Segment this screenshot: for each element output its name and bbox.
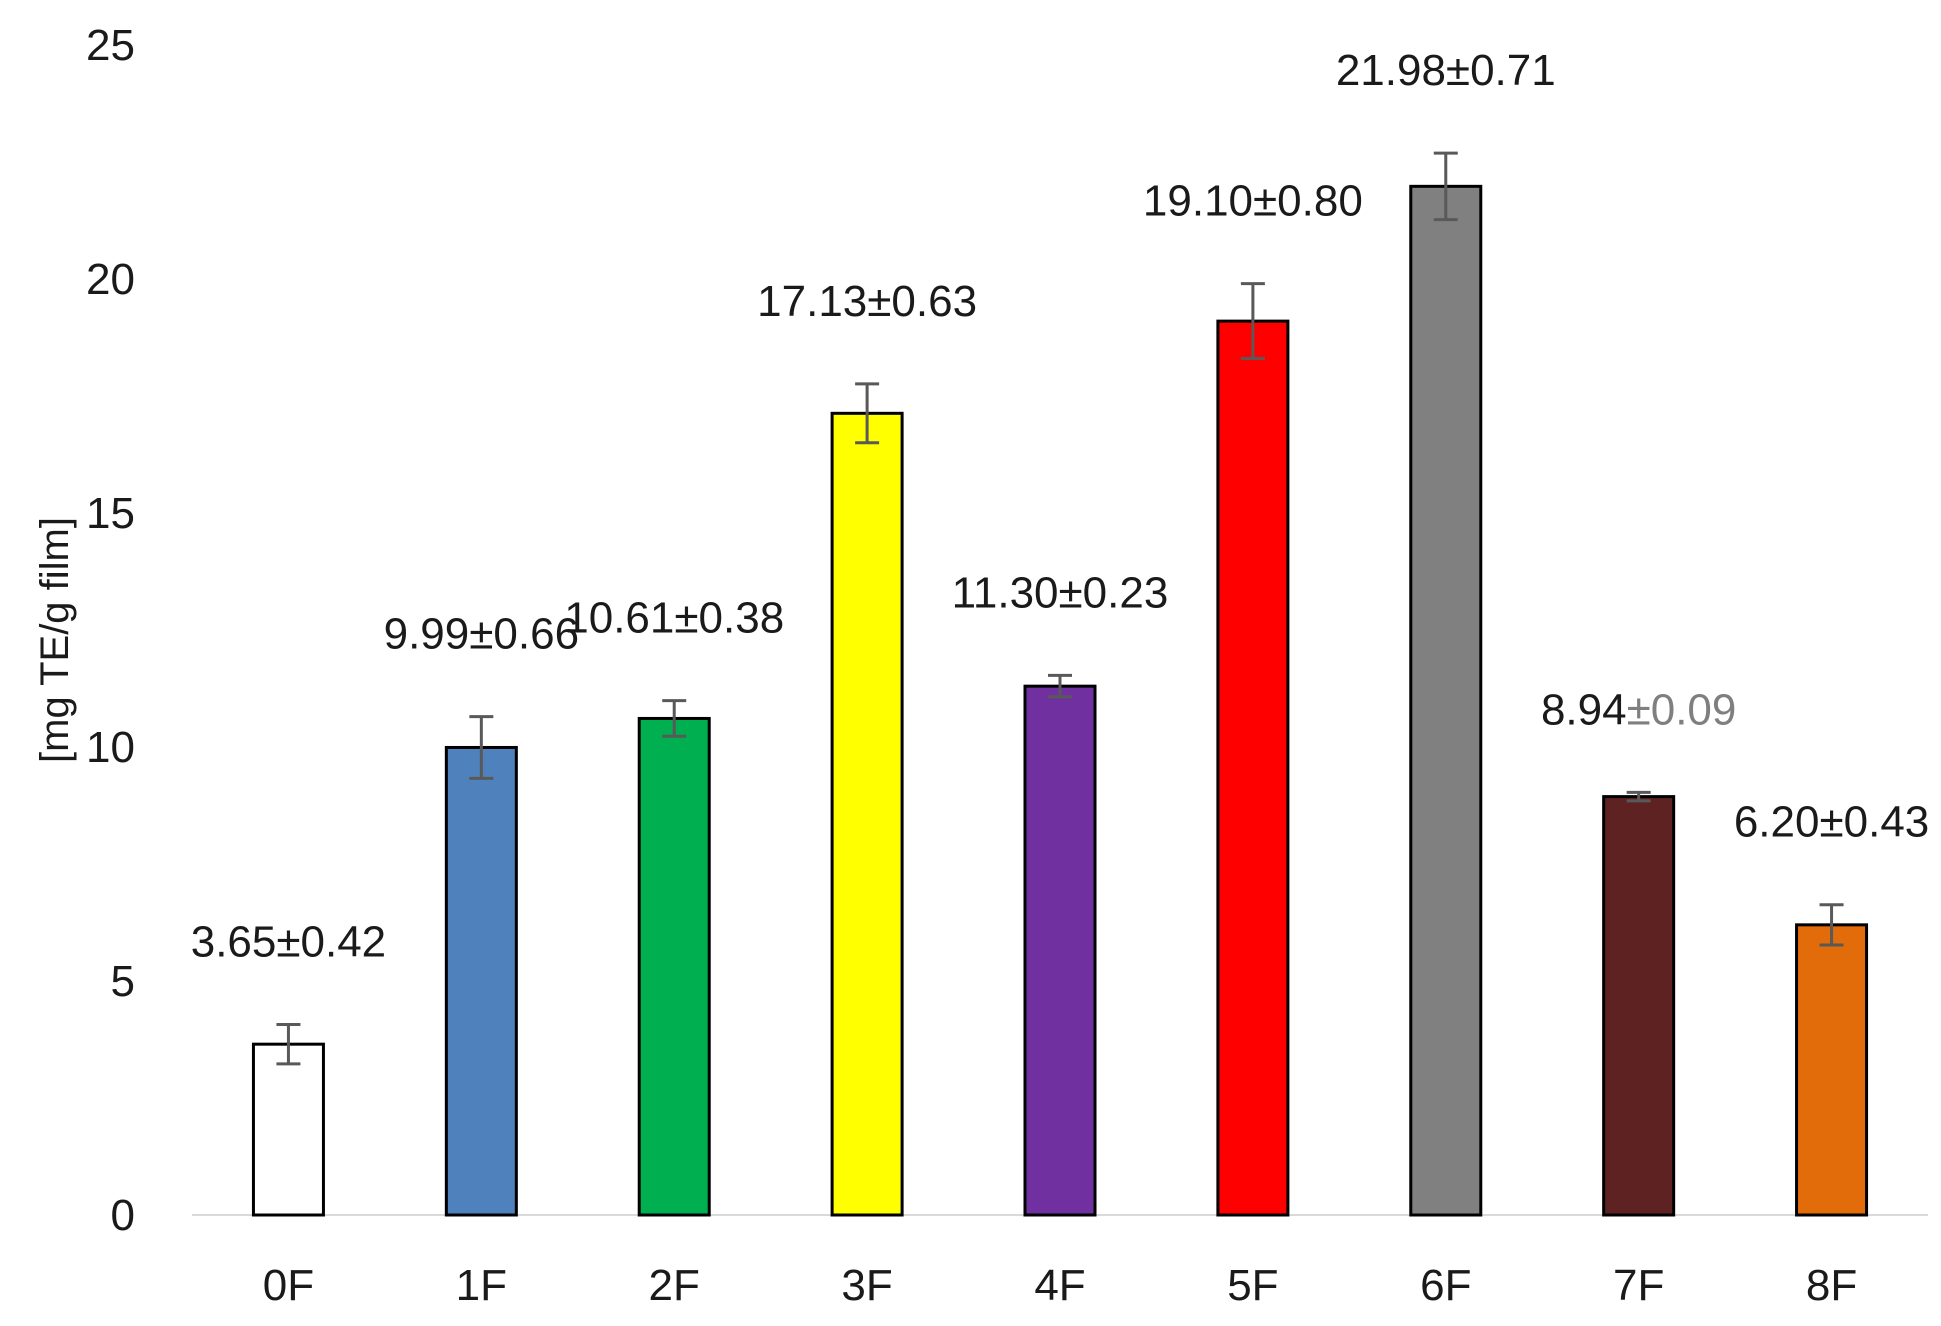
data-label-error: ±0.23 <box>1059 568 1169 617</box>
data-label-error: ±0.38 <box>674 594 784 643</box>
data-label-error: ±0.71 <box>1446 46 1556 95</box>
y-axis-label: [mg TE/g film] <box>33 517 77 763</box>
data-label-error: ±0.43 <box>1819 798 1929 847</box>
data-label: 21.98±0.71 <box>1336 46 1556 95</box>
bar <box>1409 184 1483 1217</box>
y-tick-label: 10 <box>86 723 135 772</box>
data-label: 9.99±0.66 <box>384 610 579 659</box>
data-label: 10.61±0.38 <box>564 594 784 643</box>
y-tick-label: 25 <box>86 21 135 70</box>
x-axis-categories: 0F 1F 2F 3F 4F 5F 6F 7F 8F <box>263 1261 1857 1310</box>
bar <box>1795 923 1869 1217</box>
data-label-error: ±0.80 <box>1253 177 1363 226</box>
data-label: 17.13±0.63 <box>757 277 977 326</box>
x-category-label: 3F <box>841 1261 892 1310</box>
data-label-value: 19.10 <box>1143 177 1253 226</box>
data-label: 11.30±0.23 <box>952 568 1169 617</box>
data-label: 3.65±0.42 <box>191 918 386 967</box>
y-tick-label: 20 <box>86 255 135 304</box>
bar <box>1216 319 1290 1217</box>
data-label-error: ±0.42 <box>276 918 386 967</box>
data-label-error: ±0.63 <box>867 277 977 326</box>
x-category-label: 0F <box>263 1261 314 1310</box>
x-category-label: 5F <box>1227 1261 1278 1310</box>
data-label: 8.94±0.09 <box>1541 685 1736 734</box>
x-category-label: 4F <box>1034 1261 1085 1310</box>
data-label-value: 8.94 <box>1541 685 1627 734</box>
x-category-label: 1F <box>456 1261 507 1310</box>
y-tick-label: 15 <box>86 489 135 538</box>
x-category-label: 6F <box>1420 1261 1471 1310</box>
y-tick-label: 0 <box>111 1191 135 1240</box>
data-label-value: 11.30 <box>952 568 1059 617</box>
data-label-value: 10.61 <box>564 594 674 643</box>
x-category-label: 7F <box>1613 1261 1664 1310</box>
bars <box>251 184 1869 1217</box>
data-label-value: 17.13 <box>757 277 867 326</box>
data-label-error: ±0.09 <box>1627 685 1737 734</box>
data-label-value: 3.65 <box>191 918 277 967</box>
data-label-value: 21.98 <box>1336 46 1446 95</box>
y-tick-label: 5 <box>111 957 135 1006</box>
data-label-error: ±0.66 <box>469 610 579 659</box>
error-bars <box>276 151 1844 1066</box>
bar <box>444 745 518 1217</box>
bar <box>830 411 904 1217</box>
x-category-label: 8F <box>1806 1261 1857 1310</box>
bar <box>1602 795 1676 1217</box>
y-axis-ticks: 0 5 10 15 20 25 <box>86 21 135 1240</box>
bar <box>637 716 711 1217</box>
data-label: 19.10±0.80 <box>1143 177 1363 226</box>
bar <box>1023 684 1097 1217</box>
data-label-value: 9.99 <box>384 610 470 659</box>
x-category-label: 2F <box>649 1261 700 1310</box>
data-label: 6.20±0.43 <box>1734 798 1929 847</box>
data-label-value: 6.20 <box>1734 798 1820 847</box>
bar <box>251 1042 325 1217</box>
